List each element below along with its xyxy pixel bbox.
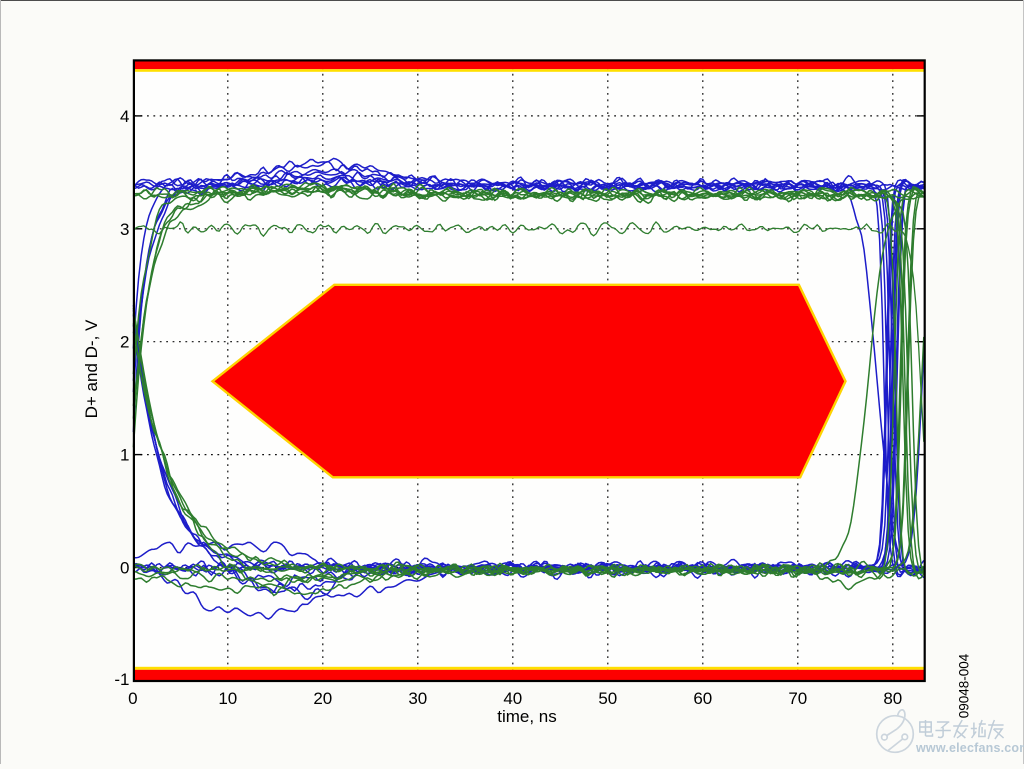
svg-text:0: 0 — [120, 559, 129, 578]
svg-text:50: 50 — [598, 689, 617, 708]
svg-text:D+ and D-, V: D+ and D-, V — [82, 319, 101, 418]
svg-text:-1: -1 — [114, 670, 129, 689]
svg-text:1: 1 — [120, 446, 129, 465]
svg-text:40: 40 — [503, 689, 522, 708]
svg-text:70: 70 — [788, 689, 807, 708]
svg-text:10: 10 — [218, 689, 237, 708]
svg-text:30: 30 — [408, 689, 427, 708]
svg-text:3: 3 — [120, 220, 129, 239]
svg-text:0: 0 — [128, 689, 137, 708]
svg-text:www.elecfans.com: www.elecfans.com — [915, 741, 1024, 755]
svg-text:09048-004: 09048-004 — [957, 653, 972, 718]
svg-text:60: 60 — [693, 689, 712, 708]
svg-text:20: 20 — [313, 689, 332, 708]
svg-text:80: 80 — [883, 689, 902, 708]
svg-text:time, ns: time, ns — [497, 707, 557, 726]
svg-text:2: 2 — [120, 333, 129, 352]
svg-text:4: 4 — [120, 107, 129, 126]
